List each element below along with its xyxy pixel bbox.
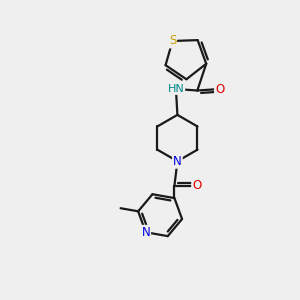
Text: O: O [215, 82, 224, 95]
Text: O: O [192, 179, 201, 192]
Text: S: S [169, 34, 176, 47]
Text: HN: HN [167, 84, 184, 94]
Text: N: N [141, 226, 150, 239]
Text: N: N [173, 155, 182, 168]
